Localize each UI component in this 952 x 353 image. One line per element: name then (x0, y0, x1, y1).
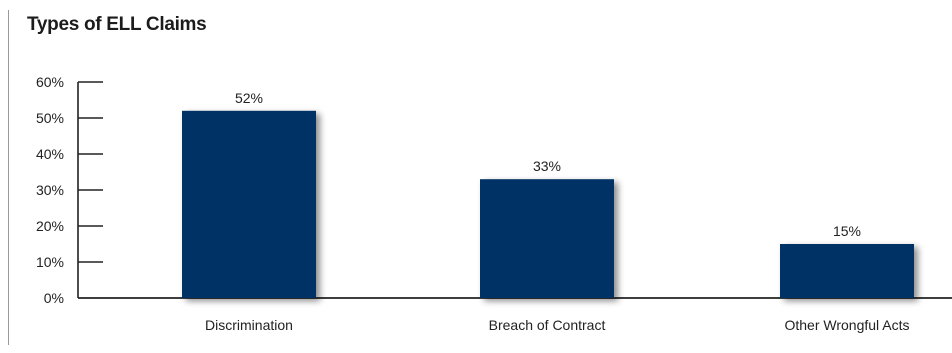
y-tick-label: 50% (36, 110, 64, 126)
left-border (8, 10, 9, 345)
data-label: 52% (235, 90, 263, 106)
y-tick-label: 0% (44, 290, 64, 306)
y-tick-label: 30% (36, 182, 64, 198)
bar (182, 110, 316, 298)
data-label: 33% (533, 158, 561, 174)
x-category-label: Breach of Contract (489, 317, 606, 333)
y-tick-label: 40% (36, 146, 64, 162)
y-tick-label: 10% (36, 254, 64, 270)
y-tick-label: 20% (36, 218, 64, 234)
x-category-label: Discrimination (205, 317, 293, 333)
bar (480, 179, 614, 298)
bar (780, 244, 914, 298)
data-label: 15% (833, 223, 861, 239)
chart-title: Types of ELL Claims (27, 14, 207, 35)
y-tick-label: 60% (36, 74, 64, 90)
x-category-label: Other Wrongful Acts (784, 317, 909, 333)
